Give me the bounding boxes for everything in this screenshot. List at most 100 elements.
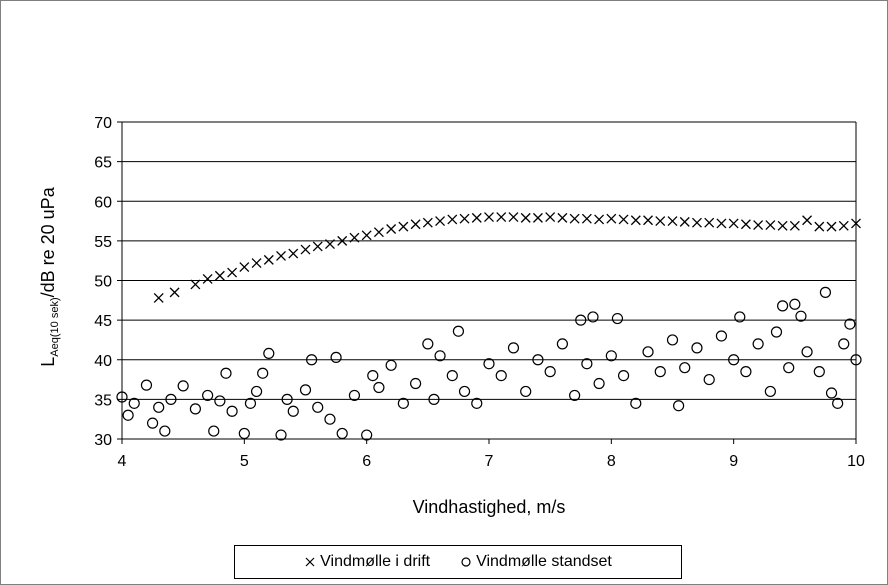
circle-marker-point: [208, 425, 220, 437]
x-marker-point: [740, 219, 751, 230]
x-marker-point: [728, 218, 739, 229]
y-tick-label: 35: [94, 392, 112, 409]
circle-marker-point: [776, 300, 789, 312]
x-tick-label: 5: [240, 453, 249, 470]
x-marker-point: [263, 254, 274, 265]
x-marker-point: [765, 220, 776, 230]
circle-marker-point: [348, 389, 361, 402]
circle-marker-point: [825, 387, 838, 399]
x-marker-point: [435, 216, 446, 227]
x-marker-point: [704, 217, 715, 228]
x-marker-point: [386, 224, 397, 234]
x-marker-point: [838, 220, 849, 231]
x-marker-point: [826, 221, 837, 232]
circle-marker-point: [220, 367, 232, 379]
legend: Vindmølle i drift Vindmølle standset: [234, 545, 682, 579]
x-marker-point: [692, 217, 702, 228]
x-marker-point: [337, 235, 348, 246]
y-tick-label: 40: [94, 353, 112, 370]
circle-marker-point: [214, 395, 226, 407]
x-marker-point: [814, 221, 825, 232]
circle-marker-point: [611, 312, 624, 325]
x-marker-point: [471, 212, 482, 223]
circle-marker-point: [593, 377, 605, 390]
circle-marker-point: [428, 393, 440, 405]
circle-marker-point: [838, 338, 850, 350]
y-tick-label: 45: [94, 313, 112, 330]
circle-marker-point: [532, 354, 544, 366]
x-marker-point: [753, 220, 764, 230]
x-tick-label: 10: [847, 453, 865, 470]
x-marker-point: [153, 292, 164, 303]
x-tick-label: 6: [362, 453, 371, 470]
circle-marker-point: [520, 385, 532, 398]
circle-marker-point: [153, 401, 165, 413]
x-marker-point: [300, 244, 311, 255]
y-tick-label: 50: [94, 274, 112, 291]
x-marker-point: [484, 212, 494, 223]
circle-marker-point: [410, 377, 422, 390]
y-tick-label: 55: [94, 234, 112, 251]
circle-marker-point: [367, 370, 379, 382]
x-marker-point: [288, 248, 299, 259]
circle-marker-point: [146, 417, 159, 429]
data-marks: [116, 212, 862, 441]
x-marker-point: [214, 270, 225, 281]
x-marker-point: [545, 212, 556, 223]
x-tick-label: 7: [485, 453, 494, 470]
x-marker-point: [630, 215, 641, 226]
circle-marker-point: [801, 346, 813, 358]
x-marker-point: [459, 213, 470, 224]
circle-marker-point: [165, 393, 177, 405]
circle-marker-point: [715, 330, 728, 342]
circle-marker-point: [832, 397, 844, 409]
circle-marker-point: [452, 325, 465, 337]
x-marker-point: [447, 214, 458, 225]
x-marker-point: [777, 220, 788, 231]
x-marker-point: [422, 217, 433, 228]
circle-marker-point: [495, 370, 507, 382]
x-marker-point: [532, 212, 543, 223]
circle-marker-point: [116, 391, 128, 403]
x-marker-point: [398, 221, 409, 232]
x-marker-point: [373, 227, 384, 238]
legend-label-drift: Vindmølle i drift: [320, 553, 431, 570]
circle-marker-point: [630, 397, 642, 409]
circle-marker-point: [844, 318, 856, 330]
y-tick-label: 70: [94, 115, 112, 132]
circle-marker-point: [575, 314, 587, 326]
series-drift: [153, 212, 861, 303]
x-marker-point: [618, 214, 629, 225]
circle-marker-point: [226, 405, 238, 417]
circle-marker-point: [385, 359, 397, 371]
circle-marker-point: [654, 366, 666, 378]
circle-marker-point: [850, 354, 862, 366]
legend-item-drift: Vindmølle i drift: [304, 553, 430, 571]
x-marker-point: [851, 218, 861, 229]
circle-marker-point: [752, 338, 764, 350]
circle-marker-point: [789, 298, 801, 310]
circle-marker-point: [330, 351, 342, 363]
grid-lines: [122, 121, 856, 440]
circle-marker-point: [336, 427, 348, 440]
circle-marker-point: [446, 370, 458, 382]
circle-marker-point: [299, 384, 312, 396]
circle-marker-point: [819, 286, 832, 298]
circle-marker-point: [728, 354, 740, 366]
circle-marker-point: [159, 425, 171, 437]
circle-marker-point: [257, 367, 269, 379]
circle-marker-point: [617, 370, 630, 382]
x-marker-point: [789, 220, 800, 231]
circle-marker-point: [770, 326, 783, 338]
y-tick-label: 60: [94, 194, 112, 211]
circle-marker-point: [312, 401, 324, 413]
circle-marker-point: [238, 427, 250, 440]
circle-marker-point: [373, 381, 385, 394]
y-tick-labels: 30 35 40 45 50 55 60 65 70: [94, 115, 112, 449]
x-marker-point: [508, 212, 519, 223]
x-marker-point: [569, 213, 580, 224]
circle-marker-point: [397, 397, 409, 409]
circle-marker-point: [673, 400, 685, 412]
x-marker-point: [520, 212, 531, 223]
